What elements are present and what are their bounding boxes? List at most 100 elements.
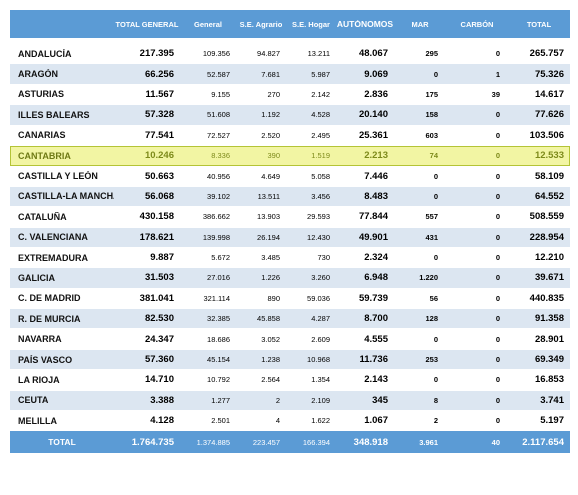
cell-total: 16.853 bbox=[534, 374, 564, 386]
cell-autonomos: 11.736 bbox=[359, 354, 388, 366]
cell-agrario: 13.903 bbox=[257, 212, 280, 222]
cell-carbon: 0 bbox=[495, 293, 500, 303]
header-carbon: CARBÓN bbox=[460, 19, 494, 29]
cell-total: 440.835 bbox=[529, 292, 564, 304]
cell-hogar: 1.622 bbox=[311, 416, 330, 426]
cell-total: 91.358 bbox=[534, 313, 564, 325]
table-row: MELILLA 4.128 2.501 4 1.622 1.067 2 0 5.197 bbox=[10, 411, 570, 432]
cell-general: 52.587 bbox=[207, 69, 230, 79]
cell-carbon: 0 bbox=[495, 273, 500, 283]
table-row: CASTILLA-LA MANCHA 56.068 39.102 13.511 3.45… bbox=[10, 186, 570, 208]
cell-general: 32.385 bbox=[207, 314, 230, 324]
table-row: LA RIOJA 14.710 10.792 2.564 1.354 2.143 0 0 16.… bbox=[10, 370, 570, 391]
cell-carbon: 1 bbox=[495, 69, 500, 79]
cell-autonomos: 8.700 bbox=[364, 313, 388, 325]
cell-hogar: 2.142 bbox=[311, 89, 330, 99]
cell-total: 75.326 bbox=[534, 68, 564, 80]
cell-general: 139.998 bbox=[202, 232, 230, 242]
table-row: CEUTA 3.388 1.277 2 2.109 345 8 0 3.741 bbox=[10, 390, 570, 412]
cell-mar: 56 bbox=[429, 293, 438, 303]
cell-agrario: 4.649 bbox=[261, 171, 280, 181]
cell-general: 40.956 bbox=[207, 171, 230, 181]
cell-carbon: 0 bbox=[495, 151, 500, 161]
cell-hogar: 12.430 bbox=[307, 232, 330, 242]
cell-carbon: 0 bbox=[495, 416, 500, 426]
cell-total-general: 430.158 bbox=[139, 211, 174, 223]
cell-mar: 0 bbox=[433, 253, 438, 263]
cell-general: 2.501 bbox=[211, 416, 230, 426]
footer-region: TOTAL bbox=[48, 437, 76, 448]
cell-carbon: 0 bbox=[495, 334, 500, 344]
cell-total-general: 217.395 bbox=[139, 48, 174, 60]
cell-carbon: 0 bbox=[495, 355, 500, 365]
cell-hogar: 4.287 bbox=[311, 314, 330, 324]
cell-region: ARAGÓN bbox=[18, 69, 58, 80]
table-row: EXTREMADURA 9.887 5.672 3.485 730 2.324 0 0 12.2… bbox=[10, 247, 570, 269]
cell-total: 103.506 bbox=[529, 129, 564, 141]
cell-agrario: 26.194 bbox=[257, 232, 280, 242]
table-row: PAÍS VASCO 57.360 45.154 1.238 10.968 11.736 2… bbox=[10, 349, 570, 371]
cell-total-general: 3.388 bbox=[150, 394, 174, 406]
cell-autonomos: 1.067 bbox=[364, 415, 388, 427]
cell-autonomos: 20.140 bbox=[358, 109, 388, 121]
cell-autonomos: 8.483 bbox=[364, 190, 388, 202]
cell-mar: 295 bbox=[425, 49, 438, 59]
cell-mar: 0 bbox=[433, 375, 438, 385]
table-row: ARAGÓN 66.256 52.587 7.681 5.987 9.069 0 1 75.32… bbox=[10, 64, 570, 85]
table-row: CASTILLA Y LEÓN 50.663 40.956 4.649 5.058 7.4… bbox=[10, 166, 570, 187]
cell-total-general: 14.710 bbox=[144, 374, 174, 386]
cell-agrario: 390 bbox=[267, 151, 280, 161]
cell-general: 321.114 bbox=[203, 293, 230, 303]
cell-agrario: 13.511 bbox=[257, 191, 280, 201]
cell-mar: 431 bbox=[425, 232, 438, 242]
footer-hogar: 166.394 bbox=[302, 437, 330, 447]
cell-total: 5.197 bbox=[540, 415, 564, 427]
cell-region: GALICIA bbox=[18, 272, 55, 283]
cell-general: 72.527 bbox=[207, 130, 230, 140]
cell-total-general: 50.663 bbox=[144, 170, 174, 182]
cell-hogar: 59.036 bbox=[307, 293, 330, 303]
cell-region: MELILLA bbox=[18, 415, 57, 426]
cell-total: 69.349 bbox=[534, 354, 564, 366]
cell-general: 39.102 bbox=[207, 191, 230, 201]
cell-total: 58.109 bbox=[534, 170, 564, 182]
cell-total-general: 56.068 bbox=[144, 190, 174, 202]
cell-mar: 0 bbox=[433, 69, 438, 79]
cell-general: 27.016 bbox=[207, 273, 230, 283]
cell-hogar: 5.987 bbox=[311, 69, 330, 79]
cell-total: 265.757 bbox=[529, 48, 564, 60]
cell-total: 12.210 bbox=[534, 252, 564, 264]
cell-agrario: 45.858 bbox=[257, 314, 280, 324]
table-row: CATALUÑA 430.158 386.662 13.903 29.593 77.844… bbox=[10, 207, 570, 228]
header-hogar: S.E. Hogar bbox=[292, 19, 330, 29]
cell-total: 508.559 bbox=[529, 211, 564, 223]
cell-total: 64.552 bbox=[534, 190, 564, 202]
cell-autonomos: 2.836 bbox=[364, 88, 388, 100]
cell-total-general: 9.887 bbox=[150, 252, 174, 264]
cell-general: 5.672 bbox=[211, 253, 230, 263]
cell-hogar: 3.456 bbox=[311, 191, 330, 201]
cell-region: CEUTA bbox=[18, 395, 49, 406]
cell-hogar: 1.519 bbox=[311, 151, 330, 161]
data-table: TOTAL GENERAL General S.E. Agrario S.E. … bbox=[10, 10, 570, 454]
cell-general: 109.356 bbox=[202, 49, 230, 59]
footer-total: 2.117.654 bbox=[522, 436, 564, 448]
cell-total: 77.626 bbox=[534, 109, 564, 121]
cell-autonomos: 25.361 bbox=[358, 129, 388, 141]
cell-general: 8.336 bbox=[211, 151, 230, 161]
cell-agrario: 2 bbox=[275, 395, 280, 405]
cell-autonomos: 4.555 bbox=[364, 333, 388, 345]
footer-general: 1.374.885 bbox=[196, 437, 230, 447]
cell-mar: 603 bbox=[425, 130, 438, 140]
cell-carbon: 0 bbox=[495, 49, 500, 59]
cell-carbon: 0 bbox=[495, 232, 500, 242]
cell-carbon: 0 bbox=[495, 395, 500, 405]
cell-mar: 253 bbox=[425, 355, 438, 365]
cell-agrario: 270 bbox=[267, 89, 280, 99]
cell-general: 9.155 bbox=[211, 89, 230, 99]
header-total-general: TOTAL GENERAL bbox=[115, 19, 179, 29]
table-row: ASTURIAS 11.567 9.155 270 2.142 2.836 175 39 14.… bbox=[10, 84, 570, 106]
table-row: C. DE MADRID 381.041 321.114 890 59.036 59.73… bbox=[10, 288, 570, 310]
cell-total-general: 82.530 bbox=[144, 313, 174, 325]
header-total: TOTAL bbox=[526, 19, 552, 29]
